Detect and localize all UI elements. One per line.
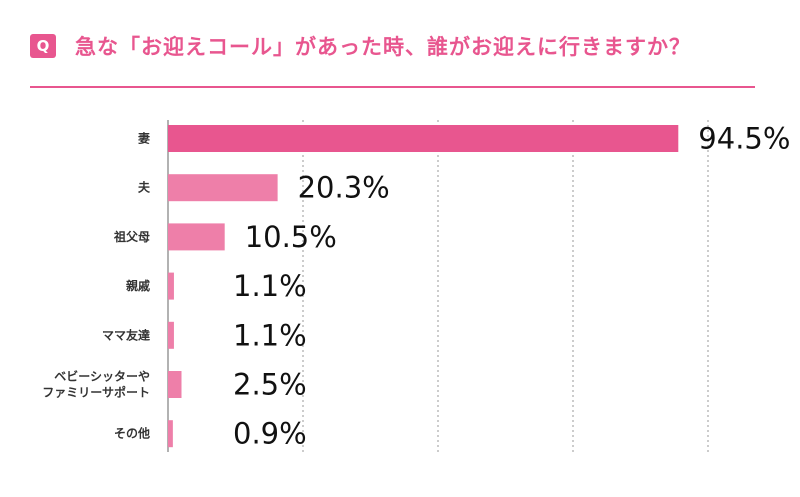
- bar: [168, 272, 174, 300]
- value-labels: 94.5% 20.3% 10.5% 1.1% 1.1% 2.5% 0.9%: [233, 122, 790, 451]
- category-label: 親戚: [126, 278, 150, 293]
- value-label: 20.3%: [298, 171, 390, 205]
- category-label: 祖父母: [113, 229, 150, 244]
- bar: [168, 174, 278, 202]
- category-label: その他: [114, 426, 150, 441]
- value-label: 1.1%: [233, 269, 307, 303]
- value-label: 10.5%: [245, 220, 337, 254]
- value-label: 0.9%: [233, 417, 307, 451]
- category-label: ママ友達: [102, 327, 150, 342]
- bar: [168, 223, 225, 251]
- bar: [168, 125, 679, 152]
- bar: [168, 420, 173, 448]
- bars: [168, 125, 679, 448]
- category-label: 妻: [138, 131, 150, 146]
- title-divider: [30, 86, 755, 88]
- value-label: 2.5%: [233, 368, 307, 402]
- category-label: 夫: [137, 180, 151, 195]
- bar: [168, 371, 182, 398]
- value-label: 1.1%: [233, 318, 307, 352]
- question-title: 急な「お迎えコール」があった時、誰がお迎えに行きますか？: [75, 35, 691, 59]
- category-label: ベビーシッターや: [54, 369, 150, 384]
- value-label: 94.5%: [698, 122, 790, 156]
- bar: [168, 321, 174, 349]
- category-label: ファミリーサポート: [42, 385, 150, 400]
- question-badge: Q: [30, 34, 56, 58]
